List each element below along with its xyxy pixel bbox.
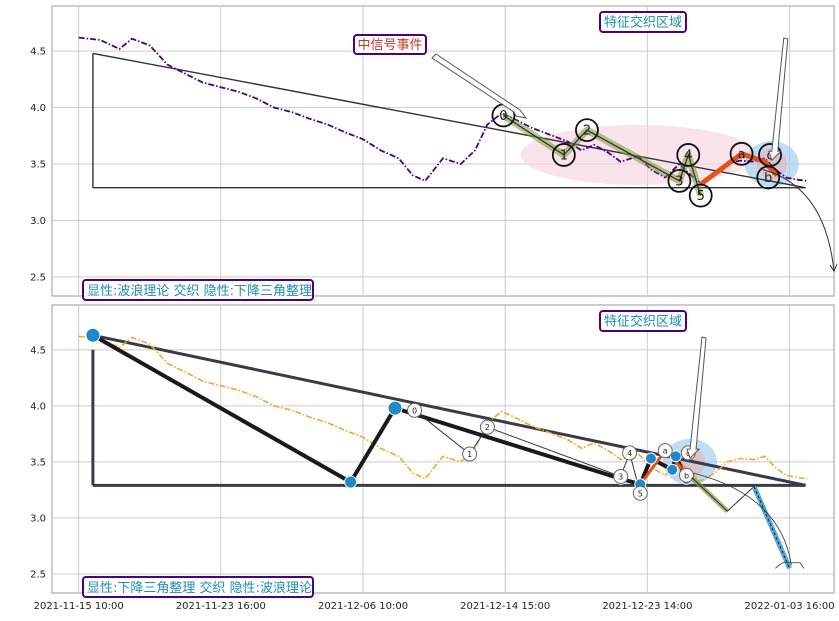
projection-leg-blue: [751, 485, 792, 570]
y-tick-label: 3.0: [30, 216, 46, 227]
pivot-point: [666, 463, 679, 476]
y-tick-label: 4.0: [30, 103, 46, 114]
y-tick-label: 4.5: [30, 345, 46, 356]
pivot-point: [644, 452, 657, 465]
wave-point-marker: [575, 118, 599, 143]
wave-point-label: 4: [684, 148, 692, 163]
x-tick-label: 2021-12-14 15:00: [460, 601, 550, 612]
wave-point-marker: [622, 445, 638, 461]
wave-point-label: 5: [697, 189, 705, 204]
wave-point-marker: [462, 446, 478, 462]
y-tick-label: 2.5: [30, 272, 46, 283]
y-tick-label: 3.5: [30, 159, 46, 170]
y-tick-label: 2.5: [30, 569, 46, 580]
projection-arrowhead: [829, 263, 838, 273]
pivot-point: [669, 450, 682, 463]
wave-point-marker: [657, 443, 673, 459]
zone-callout-arrow: [768, 37, 789, 162]
x-tick-label: 2021-11-15 10:00: [34, 601, 124, 612]
x-axis: 2021-11-15 10:00 2021-11-23 16:00 2021-12-…: [34, 601, 835, 612]
x-tick-label: 2022-01-03 16:00: [745, 601, 835, 612]
pivot-point: [387, 400, 403, 416]
wave-point-marker: [729, 141, 754, 166]
zone-callout-box: [599, 11, 687, 33]
pivot-point: [85, 327, 101, 343]
panel-label-text: 显性:下降三角整理 交织 隐性:波浪理论: [87, 580, 312, 596]
projection-curve: [762, 169, 835, 272]
x-tick-label: 2021-12-06 10:00: [318, 601, 408, 612]
wave-point-label: 1: [560, 148, 568, 163]
wave-point-marker: [632, 485, 648, 501]
y-tick-label: 3.5: [30, 457, 46, 468]
wave-point-label: 0: [499, 109, 507, 124]
panel-label-box: [82, 279, 314, 301]
wave-point-label: 4: [627, 449, 632, 458]
wave-point-marker: [676, 143, 701, 167]
wave-point-label: 5: [638, 489, 643, 498]
pivot-point: [344, 475, 358, 489]
triangle-upper-line: [92, 333, 806, 487]
wave-impulse-line: [503, 114, 702, 196]
wave-point-marker: [678, 467, 694, 483]
zone-callout-text: 特征交织区域: [604, 314, 682, 330]
wave-point-label: b: [764, 171, 772, 186]
projection-bracket: [775, 562, 805, 569]
projection-curve: [693, 472, 792, 566]
y-tick-label: 3.0: [30, 513, 46, 524]
wave-point-label: a: [738, 147, 746, 162]
event-callout-box: [353, 34, 427, 55]
wave-point-marker: [613, 468, 629, 484]
wave-point-label: a: [663, 447, 668, 456]
event-callout-text: 中信号事件: [357, 38, 422, 53]
wave-point-label: 3: [675, 174, 683, 189]
wave-point-marker: [551, 143, 576, 167]
wave-point-label: b: [684, 471, 689, 480]
zone-callout-text: 特征交织区域: [604, 15, 682, 31]
wave-point-marker: [667, 169, 692, 193]
wave-point-label: 2: [485, 423, 490, 432]
wave-point-marker: [688, 183, 713, 208]
wave-point-label: 0: [412, 406, 417, 415]
wave-point-marker: [758, 143, 782, 167]
plot-area: [51, 304, 835, 594]
wave-correction-line: [699, 151, 779, 187]
wave-point-label: 2: [583, 124, 591, 139]
y-tick-label: 4.5: [30, 47, 46, 58]
x-tick-label: 2021-12-23 14:00: [602, 601, 692, 612]
event-callout-arrow: [431, 53, 528, 119]
panel-top: 2.53.03.54.04.5012345abc中信号事件特征交织区域显性:波浪…: [30, 5, 838, 301]
panel-label-box: [82, 576, 314, 598]
panel-label-text: 显性:波浪理论 交织 隐性:下降三角整理: [87, 283, 312, 299]
y-tick-label: 4.0: [30, 401, 46, 412]
wave-point-label: 1: [467, 450, 472, 459]
zone-callout-arrow: [686, 336, 707, 460]
wave-point-label: 3: [618, 472, 623, 481]
wave-point-marker: [479, 419, 495, 435]
wave-point-marker: [407, 402, 423, 418]
x-tick-label: 2021-11-23 16:00: [176, 601, 266, 612]
panel-bottom: 2.53.03.54.04.5012345abc特征交织区域显性:下降三角整理 …: [30, 304, 835, 598]
zone-callout-box: [599, 310, 687, 332]
